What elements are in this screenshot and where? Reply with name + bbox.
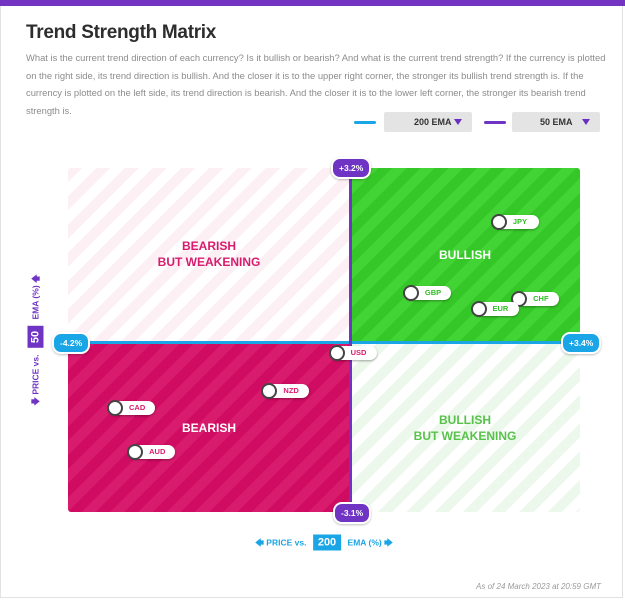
chevron-down-icon (582, 119, 590, 125)
ema200-line-swatch (354, 121, 376, 124)
data-point-aud[interactable]: AUD (127, 443, 176, 460)
y-axis-period: 50 (27, 325, 44, 349)
y-min-badge: -3.1% (333, 502, 372, 524)
quadrant-label-line: BULLISH (439, 413, 491, 427)
data-point-usd[interactable]: USD (328, 344, 377, 361)
arrow-left-icon: 🡄 (255, 537, 264, 548)
quadrant-bullish-weakening (350, 342, 580, 512)
chevron-down-icon (454, 119, 462, 125)
x-axis-line (68, 341, 580, 344)
ema200-label: 200 EMA (414, 117, 452, 127)
point-label: CAD (129, 402, 146, 412)
ema50-label: 50 EMA (540, 117, 573, 127)
x-axis-period: 200 (312, 534, 342, 551)
quadrant-bullish (350, 168, 580, 342)
quadrant-label-bearish: BEARISH (68, 420, 350, 436)
point-label: GBP (424, 288, 442, 298)
x-axis-prefix: PRICE vs. (266, 537, 307, 548)
ema50-line-swatch (484, 121, 506, 124)
point-label: CHF (533, 293, 549, 303)
x-axis-title: 🡄 PRICE vs. 200 EMA (%) 🡆 (255, 534, 393, 552)
data-point-chf[interactable]: CHF (511, 290, 560, 307)
y-max-badge: +3.2% (331, 157, 372, 179)
data-point-cad[interactable]: CAD (107, 399, 155, 416)
ema200-dropdown[interactable]: 200 EMA (384, 112, 472, 132)
quadrant-label-line: BULLISH (439, 248, 491, 262)
arrow-up-icon: 🡅 (30, 274, 41, 283)
point-marker (490, 214, 507, 231)
quadrant-label-bullish: BULLISH (350, 247, 580, 263)
x-max-badge: +3.4% (561, 332, 602, 354)
quadrant-bearish-weakening (68, 168, 350, 342)
point-label: JPY (512, 217, 527, 227)
quadrant-label-line: BEARISH (181, 421, 236, 435)
data-point-eur[interactable]: EUR (470, 301, 519, 318)
point-label: EUR (492, 304, 509, 314)
quadrant-label-line: BUT WEAKENING (157, 255, 261, 269)
data-point-gbp[interactable]: GBP (402, 285, 451, 302)
point-marker (107, 399, 123, 416)
y-axis-suffix: EMA (%) (30, 285, 41, 320)
point-label: AUD (149, 446, 166, 456)
data-point-jpy[interactable]: JPY (490, 214, 539, 231)
timestamp-footer: As of 24 March 2023 at 20:59 GMT (476, 582, 601, 591)
point-marker (127, 443, 144, 460)
point-marker (328, 344, 345, 361)
y-axis-line (348, 168, 352, 512)
point-label: USD (350, 347, 367, 357)
chart-description: What is the current trend direction of e… (26, 52, 606, 116)
data-point-nzd[interactable]: NZD (261, 383, 310, 400)
x-axis-suffix: EMA (%) (347, 537, 382, 548)
point-label: NZD (283, 386, 299, 396)
point-marker (402, 285, 419, 302)
point-marker (261, 383, 278, 400)
point-marker (470, 301, 487, 318)
ema50-dropdown[interactable]: 50 EMA (512, 112, 600, 132)
quadrant-label-bearish-weakening: BEARISH BUT WEAKENING (68, 238, 350, 270)
quadrant-label-line: BUT WEAKENING (413, 429, 517, 443)
arrow-right-icon: 🡆 (384, 537, 393, 548)
quadrant-bearish (68, 342, 350, 512)
x-min-badge: -4.2% (52, 332, 91, 354)
top-accent-bar (0, 0, 625, 6)
y-axis-title: 🡇 PRICE vs. 50 EMA (%) 🡅 (27, 274, 45, 406)
quadrant-label-line: BEARISH (181, 239, 236, 253)
chart-title: Trend Strength Matrix (26, 22, 217, 43)
arrow-down-icon: 🡇 (30, 397, 41, 406)
y-axis-prefix: PRICE vs. (30, 354, 41, 395)
quadrant-label-bullish-weakening: BULLISH BUT WEAKENING (350, 412, 580, 444)
